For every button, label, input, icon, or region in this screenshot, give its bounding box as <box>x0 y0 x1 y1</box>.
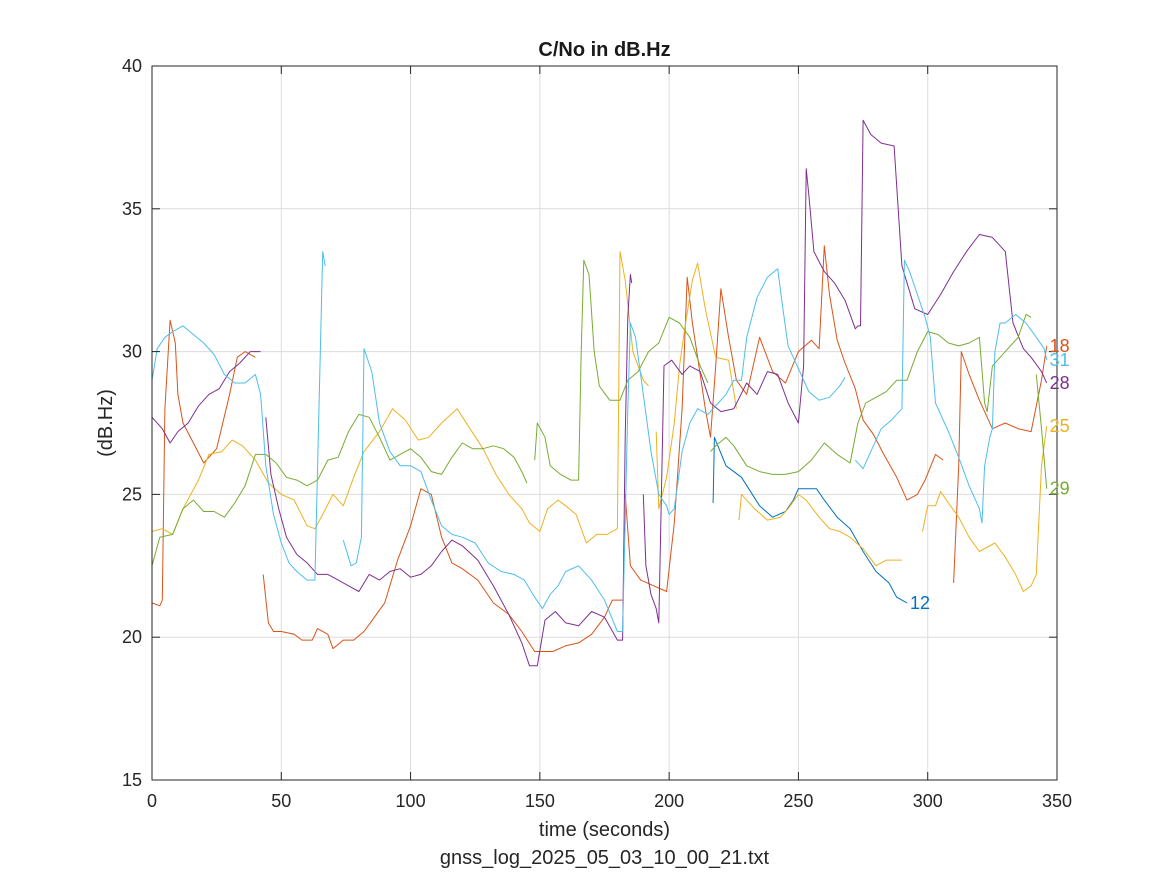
ticks: 0 50 100 150 200 250 300 350 15 20 25 30 35 40 <box>122 56 1072 811</box>
series-label-31: 31 <box>1050 350 1070 370</box>
series-label-25: 25 <box>1050 416 1070 436</box>
series-line-18 <box>624 245 944 592</box>
series-line-28 <box>642 119 1048 624</box>
series-28 <box>151 119 1048 667</box>
series-line-25 <box>738 493 902 567</box>
x-tick-label: 100 <box>396 791 426 811</box>
y-tick-label: 35 <box>122 199 142 219</box>
series-31 <box>151 251 1048 632</box>
series-line-29 <box>710 314 1032 475</box>
y-tick-label: 30 <box>122 342 142 362</box>
y-tick-label: 40 <box>122 56 142 76</box>
series-line-28 <box>265 274 633 667</box>
series-label-28: 28 <box>1050 373 1070 393</box>
series-line-29 <box>151 413 528 566</box>
x-tick-label: 300 <box>913 791 943 811</box>
x-tick-label: 250 <box>783 791 813 811</box>
series-25 <box>151 251 1048 592</box>
file-caption: gnss_log_2025_05_03_10_00_21.txt <box>440 847 770 869</box>
x-axis-label: time (seconds) <box>539 819 670 841</box>
series-line-28 <box>151 351 261 444</box>
series-layer <box>151 119 1048 667</box>
x-tick-label: 350 <box>1042 791 1072 811</box>
series-line-18 <box>262 488 623 652</box>
series-line-29 <box>534 259 709 481</box>
series-line-29 <box>1035 374 1048 489</box>
y-tick-label: 20 <box>122 627 142 647</box>
x-tick-label: 0 <box>147 791 157 811</box>
series-line-25 <box>655 262 737 510</box>
x-tick-label: 50 <box>271 791 291 811</box>
series-label-12: 12 <box>910 593 930 613</box>
y-tick-label: 25 <box>122 484 142 504</box>
series-label-29: 29 <box>1050 479 1070 499</box>
y-axis-label: (dB.Hz) <box>95 389 117 457</box>
series-label-18: 18 <box>1050 336 1070 356</box>
series-line-25 <box>922 425 1048 592</box>
series-line-25 <box>151 251 649 544</box>
series-line-12 <box>712 436 908 604</box>
series-line-31 <box>342 268 846 632</box>
x-tick-label: 150 <box>525 791 555 811</box>
series-12 <box>712 436 908 604</box>
chart-title: C/No in dB.Hz <box>538 39 670 61</box>
y-tick-label: 15 <box>122 770 142 790</box>
x-tick-label: 200 <box>654 791 684 811</box>
series-line-31 <box>854 259 1048 524</box>
series-line-31 <box>151 251 326 581</box>
plot-frame <box>151 65 1058 781</box>
series-29 <box>151 259 1048 566</box>
series-labels: 12 18 25 28 29 31 <box>910 336 1070 613</box>
